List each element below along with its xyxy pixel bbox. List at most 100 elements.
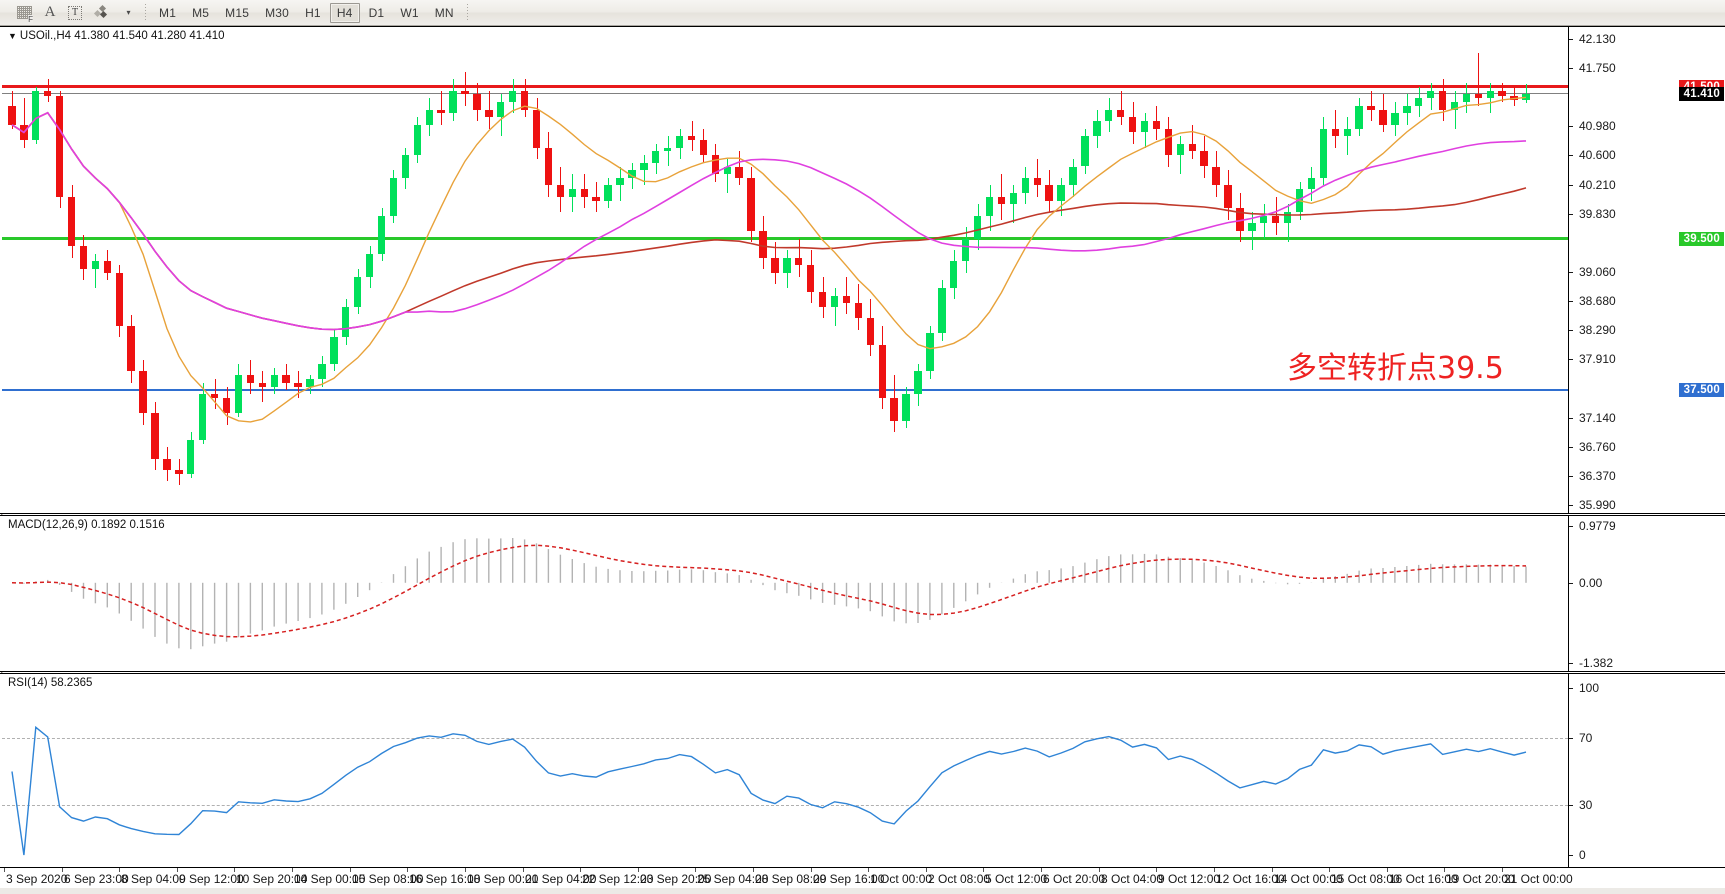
price-axis-label: 36.370 bbox=[1579, 469, 1616, 484]
candle-body bbox=[473, 94, 481, 110]
ma-magenta bbox=[11, 111, 1527, 331]
candle-wick bbox=[1526, 83, 1527, 104]
candle-body bbox=[866, 318, 875, 345]
timeframe-mn[interactable]: MN bbox=[434, 5, 454, 20]
candle-wick bbox=[1192, 124, 1193, 159]
candle-body bbox=[1009, 193, 1018, 205]
candle-body bbox=[1164, 128, 1173, 156]
candle-body bbox=[854, 303, 863, 319]
candle-body bbox=[425, 109, 433, 125]
candle-body bbox=[616, 177, 624, 186]
candle-body bbox=[1260, 215, 1268, 224]
price-axis-label: 37.910 bbox=[1579, 352, 1616, 367]
candle-body bbox=[497, 101, 505, 118]
candle-body bbox=[222, 397, 231, 414]
price-plot-area[interactable]: 多空转折点39.5 bbox=[2, 27, 1568, 513]
chart-annotation: 多空转折点39.5 bbox=[1287, 351, 1504, 386]
price-axis-tick bbox=[1569, 184, 1573, 186]
time-axis-tick bbox=[350, 868, 351, 872]
candle-body bbox=[8, 105, 16, 125]
timeframe-m30[interactable]: M30 bbox=[265, 5, 290, 20]
time-axis-tick bbox=[868, 868, 869, 872]
timeframe-w1[interactable]: W1 bbox=[400, 5, 419, 20]
price-axis-label: 38.290 bbox=[1579, 323, 1616, 338]
symbol-ohlc-label: USOil.,H4 41.380 41.540 41.280 41.410 bbox=[19, 30, 225, 42]
candle-body bbox=[413, 124, 421, 156]
candle-body bbox=[1498, 90, 1506, 96]
floor-line[interactable] bbox=[2, 389, 1568, 392]
candle-body bbox=[1152, 120, 1161, 129]
time-axis-label: 12 Oct 16:00 bbox=[1216, 872, 1285, 886]
time-axis-tick bbox=[983, 868, 984, 872]
candle-body bbox=[795, 257, 803, 266]
time-axis-label: 23 Sep 20:00 bbox=[640, 872, 712, 886]
shapes-icon[interactable] bbox=[88, 2, 116, 24]
candle-body bbox=[556, 185, 565, 197]
candle-body bbox=[914, 371, 922, 395]
last-price-line[interactable] bbox=[2, 93, 1568, 95]
macd-plot-area[interactable] bbox=[2, 516, 1568, 671]
moving-average-overlay bbox=[11, 96, 1527, 423]
candle-wick bbox=[1252, 212, 1253, 250]
timeframe-m5[interactable]: M5 bbox=[192, 5, 210, 20]
candle-body bbox=[163, 458, 171, 471]
text-box-icon[interactable]: T bbox=[62, 2, 88, 24]
price-axis-tick bbox=[1569, 67, 1573, 69]
timeframe-m1[interactable]: M1 bbox=[159, 5, 177, 20]
candle-body bbox=[1367, 105, 1375, 110]
rsi-axis-tick bbox=[1569, 855, 1573, 856]
candle-wick bbox=[727, 158, 728, 194]
floor-tag[interactable]: 37.500 bbox=[1678, 383, 1724, 398]
macd-overlay bbox=[11, 538, 1527, 650]
price-axis-tick bbox=[1569, 476, 1573, 478]
price-axis-label: 42.130 bbox=[1579, 32, 1616, 46]
rsi-axis[interactable]: 100 70 30 0 bbox=[1568, 674, 1725, 867]
rsi-line bbox=[11, 725, 1527, 856]
time-axis-label: 16 Oct 16:00 bbox=[1389, 872, 1458, 886]
resistance-line[interactable] bbox=[2, 85, 1568, 89]
candle-body bbox=[127, 325, 135, 372]
candle-wick bbox=[1013, 185, 1014, 224]
candle-body bbox=[1069, 166, 1077, 186]
time-axis-tick bbox=[1156, 868, 1157, 872]
last-price-tag[interactable]: 41.410 bbox=[1678, 86, 1724, 101]
candle-body bbox=[1236, 208, 1244, 231]
text-tool-icon[interactable]: A bbox=[44, 4, 56, 20]
timeframe-h1[interactable]: H1 bbox=[305, 5, 321, 20]
macd-axis[interactable]: 0.9779 0.00 -1.382 bbox=[1568, 516, 1725, 671]
pane-collapse-icon[interactable]: ▼ bbox=[8, 31, 17, 41]
timeframe-m15[interactable]: M15 bbox=[225, 5, 250, 20]
objects-dropdown-caret-icon[interactable]: ▾ bbox=[126, 8, 131, 17]
time-axis-tick bbox=[407, 868, 408, 872]
candle-body bbox=[1379, 109, 1387, 125]
toolbar: A T ▾ M1 M5 M15 M30 H1 H4 D1 W1 MN bbox=[0, 0, 1725, 26]
candle-wick bbox=[1490, 83, 1491, 114]
price-axis-label: 39.830 bbox=[1579, 206, 1616, 221]
candle-body bbox=[1415, 98, 1423, 106]
timeframe-h4[interactable]: H4 bbox=[329, 2, 360, 23]
price-axis-tick bbox=[1569, 330, 1573, 332]
support-line[interactable] bbox=[2, 237, 1568, 241]
time-axis-tick bbox=[1214, 868, 1215, 872]
candle-body bbox=[544, 147, 553, 186]
candle-wick bbox=[1288, 204, 1289, 243]
rsi-pane[interactable]: RSI(14) 58.2365 100 70 30 0 bbox=[0, 673, 1725, 868]
price-axis-tick bbox=[1569, 359, 1573, 361]
macd-pane[interactable]: MACD(12,26,9) 0.1892 0.1516 0.9779 0.00 -1… bbox=[0, 515, 1725, 672]
price-axis[interactable]: 42.130 41.750 40.980 40.600 40.210 39.830 39.0… bbox=[1568, 27, 1725, 513]
rsi-plot-area[interactable] bbox=[2, 674, 1568, 867]
support-tag[interactable]: 39.500 bbox=[1678, 231, 1724, 246]
candle-body bbox=[246, 375, 255, 383]
price-chart-pane[interactable]: ▼ USOil.,H4 41.380 41.540 41.280 41.410 多… bbox=[0, 26, 1725, 514]
rsi-axis-tick bbox=[1569, 688, 1573, 689]
candle-body bbox=[663, 147, 672, 152]
price-axis-tick bbox=[1569, 39, 1573, 40]
candle-body bbox=[890, 397, 898, 421]
time-axis-label: 1 Oct 00:00 bbox=[870, 872, 933, 886]
time-axis-tick bbox=[695, 868, 696, 872]
candle-body bbox=[1438, 90, 1447, 110]
candle-body bbox=[91, 261, 100, 269]
crosshair-fib-icon[interactable] bbox=[11, 2, 38, 24]
timeframe-d1[interactable]: D1 bbox=[368, 5, 385, 20]
candle-body bbox=[55, 95, 64, 197]
